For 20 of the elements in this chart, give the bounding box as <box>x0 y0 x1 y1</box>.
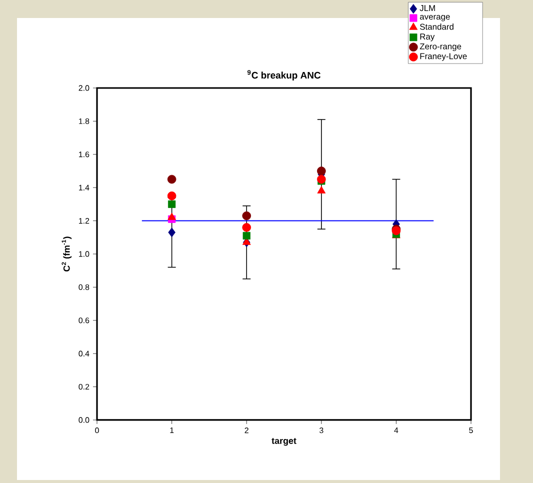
legend-label: JLM <box>420 5 435 12</box>
point <box>317 174 326 184</box>
x-axis-title: target <box>272 438 296 446</box>
point <box>167 174 176 184</box>
point <box>242 223 252 232</box>
point <box>168 200 176 208</box>
point <box>317 166 326 176</box>
legend-label: Standard <box>420 24 454 30</box>
chart-title: $^{9}$C breakup ANC <box>247 70 321 80</box>
point <box>167 191 176 200</box>
point <box>168 228 176 238</box>
legend-label: Zero-range <box>420 43 462 52</box>
point <box>168 212 176 220</box>
point <box>242 232 250 240</box>
legend-label: Franey-Love <box>420 53 467 61</box>
point <box>242 211 252 220</box>
y-axis-title: C$^{2}$ (fm$^{-1}$) <box>62 236 72 272</box>
point <box>317 186 326 194</box>
legend-label: average <box>420 14 450 22</box>
legend-label: Ray <box>420 34 435 42</box>
